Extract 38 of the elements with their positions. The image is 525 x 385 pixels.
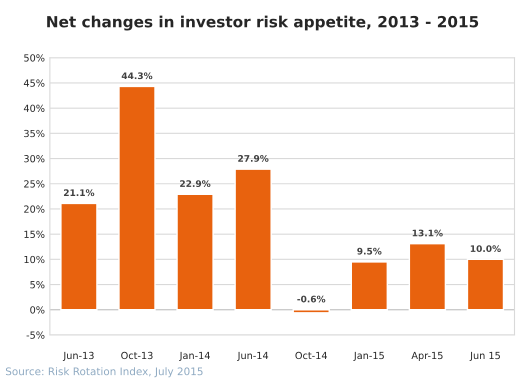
bar	[408, 243, 446, 310]
y-tick-label: 10%	[24, 256, 44, 264]
bar	[60, 202, 98, 310]
data-label: 10.0%	[470, 245, 501, 252]
data-label: 9.5%	[357, 248, 382, 255]
y-tick-label: -5%	[26, 331, 44, 339]
bar	[234, 168, 272, 310]
x-tick-label: Jun 15	[470, 352, 500, 361]
source-note: Source: Risk Rotation Index, July 2015	[6, 367, 203, 378]
chart-title: Net changes in investor risk appetite, 2013 - 2015	[47, 16, 478, 31]
y-tick-label: 0%	[30, 306, 44, 314]
data-label: 27.9%	[238, 155, 269, 162]
data-label: -0.6%	[297, 296, 326, 302]
bar	[292, 309, 330, 314]
y-tick-label: 50%	[24, 54, 44, 62]
x-tick-label: Oct-14	[295, 352, 328, 360]
data-label: 44.3%	[122, 72, 152, 80]
x-tick-label: Apr-15	[411, 352, 443, 362]
y-tick-label: 45%	[24, 79, 44, 87]
data-label: 21.1%	[64, 189, 94, 196]
y-tick-label: 40%	[24, 104, 44, 112]
y-tick-label: 35%	[24, 130, 44, 138]
y-tick-label: 15%	[24, 230, 44, 238]
bar	[118, 86, 156, 310]
x-tick-label: Jun-13	[62, 352, 94, 361]
y-tick-label: 25%	[24, 180, 44, 188]
x-tick-label: Oct-13	[121, 352, 153, 360]
data-label: 13.1%	[412, 230, 443, 236]
x-tick-label: Jun-14	[237, 352, 268, 361]
y-tick-label: 20%	[24, 205, 44, 213]
x-tick-label: Jan-15	[353, 352, 384, 361]
bar	[350, 261, 388, 310]
bar	[176, 194, 214, 310]
y-tick-label: 30%	[24, 155, 44, 162]
data-label: 22.9%	[180, 180, 210, 188]
y-tick-label: 5%	[30, 281, 44, 288]
bar	[466, 258, 504, 310]
x-tick-label: Jan-14	[179, 352, 210, 361]
